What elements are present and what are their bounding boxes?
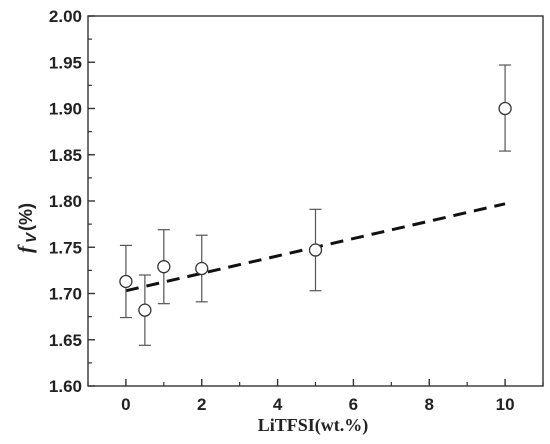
y-tick-label: 1.75 — [49, 238, 82, 257]
x-tick-label: 2 — [197, 395, 206, 414]
y-axis-subscript: V — [23, 231, 40, 243]
y-tick-label: 1.65 — [49, 331, 82, 350]
data-point — [119, 274, 133, 289]
data-point — [157, 260, 171, 274]
data-point — [308, 243, 323, 257]
data-point — [195, 261, 209, 276]
y-tick-label: 1.70 — [49, 285, 82, 304]
y-tick-label: 1.90 — [49, 100, 82, 119]
data-point-group — [119, 244, 133, 319]
plot-area — [119, 64, 512, 346]
y-tick-label: 1.60 — [49, 377, 82, 396]
x-tick-label: 6 — [349, 395, 358, 414]
data-point-group — [157, 229, 171, 305]
data-point-group — [308, 208, 323, 292]
data-point — [498, 101, 512, 116]
plot-frame — [87, 15, 544, 387]
x-tick-label: 0 — [121, 395, 130, 414]
y-axis-title: fV(%) — [13, 203, 40, 253]
x-axis-title: LiTFSI(wt.%) — [258, 415, 369, 436]
data-point-group — [138, 274, 152, 346]
y-tick-label: 1.80 — [49, 192, 82, 211]
svg-text:fV(%): fV(%) — [13, 203, 40, 253]
y-tick-label: 1.95 — [49, 53, 82, 72]
y-axis-symbol: f — [13, 244, 37, 253]
y-axis-unit: (%) — [16, 203, 36, 231]
data-point-group — [498, 64, 512, 152]
x-tick-label: 4 — [273, 395, 283, 414]
y-tick-label: 2.00 — [49, 7, 82, 26]
x-tick-label: 8 — [425, 395, 434, 414]
x-tick-label: 10 — [496, 395, 515, 414]
data-point — [138, 303, 152, 317]
data-point-group — [195, 234, 209, 303]
axes: 1.60 1.65 1.70 1.75 1.80 1.85 1.90 1.95 2.00 0 2 4 6… — [49, 7, 544, 414]
y-tick-label: 1.85 — [49, 146, 82, 165]
